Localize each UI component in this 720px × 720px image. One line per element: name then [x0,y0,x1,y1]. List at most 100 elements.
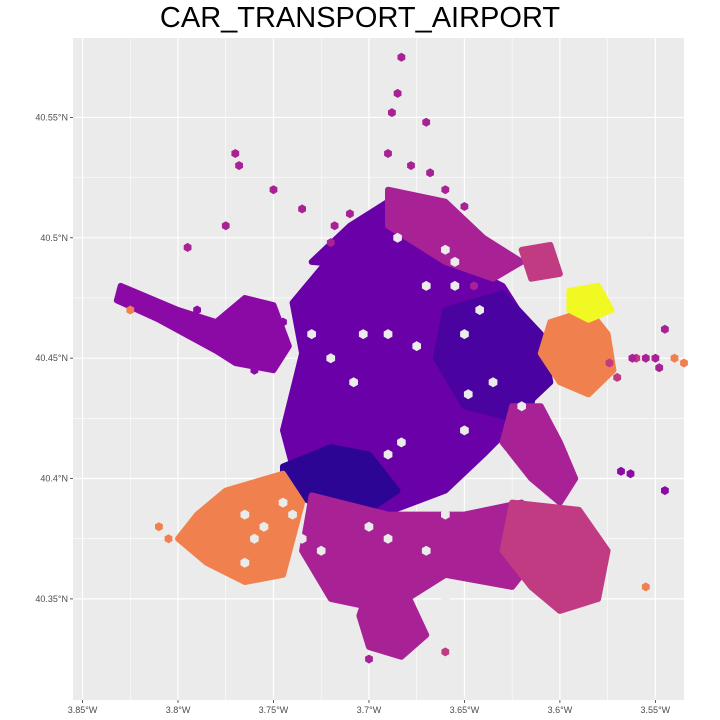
hex-cell [680,358,688,368]
hex-cell [628,353,637,363]
hex-cell [641,582,650,592]
hex-gap [358,329,368,340]
x-tick-label: 3.65°W [450,705,480,715]
hex-cell [527,245,536,255]
hex-gap [421,280,431,291]
hex-gap [479,485,488,496]
hex-gap [488,377,498,388]
hex-gap [278,497,288,508]
hex-cell [441,185,450,195]
hex-cell [235,161,243,171]
hex-cell [393,88,402,98]
hex-cell [617,466,625,476]
hex-gap [316,545,326,556]
hex-gap [498,449,507,460]
plot-title: CAR_TRANSPORT_AIRPORT [159,2,561,34]
region-southeast-block [499,499,611,614]
region-southwest-block [175,470,306,585]
hex-gap [441,244,450,255]
hex-cell [605,358,614,368]
hexbin-cells [116,52,688,664]
hex-gap [463,389,473,400]
hex-cell [661,486,669,496]
hex-gap [397,437,406,448]
hex-cell [588,570,597,580]
x-tick-label: 3.6°W [548,705,573,715]
hex-cell [422,117,431,127]
hex-cell [626,469,635,479]
hex-gap [441,593,450,604]
hex-gap [460,425,469,436]
hex-cell [116,286,125,296]
hex-gap [383,329,393,340]
hex-gap [349,377,358,388]
hex-cell [250,365,259,375]
hex-gap [307,329,316,340]
hex-cell [546,257,555,267]
hex-gap [383,533,393,544]
hex-cell [460,202,469,211]
hex-cell [655,363,664,373]
hex-gap [288,509,297,520]
hex-gap [297,533,307,544]
hex-cell [269,185,278,195]
y-tick-label: 40.45°N [35,353,68,363]
hex-cell [407,161,415,171]
hex-cell [164,534,173,544]
hex-gap [412,341,421,352]
x-tick-label: 3.7°W [357,705,382,715]
hex-gap [240,509,250,520]
hex-gap [517,401,526,412]
hex-cell [279,317,287,327]
region-south-tail [356,583,430,660]
region-east-center [432,290,554,422]
hex-cell [155,522,163,532]
region-west-block [113,282,292,374]
y-tick-label: 40.5°N [40,233,68,243]
hex-gap [326,353,336,364]
hexbin-regions [113,186,617,660]
hex-cell [397,52,406,62]
x-tick-label: 3.55°W [641,705,671,715]
hex-cell [221,221,230,231]
y-tick-label: 40.4°N [40,474,68,484]
hex-cell [330,221,339,231]
hex-gap [450,256,460,267]
hex-cell [470,281,478,291]
hex-cell [388,108,396,118]
hex-gap [364,521,374,532]
hex-cell [326,238,335,248]
hex-cell [641,353,650,363]
hex-cell [426,168,434,178]
region-north-east-ring [385,186,525,282]
hex-cell [613,372,622,382]
hex-gap [450,280,460,291]
hex-gap [441,509,450,520]
hex-cell [651,353,660,363]
axis-tick-labels: 3.85°W 3.8°W 3.75°W 3.7°W 3.65°W 3.6°W 3.55°W 4… [35,112,670,715]
x-tick-label: 3.75°W [259,705,289,715]
hex-cell [397,642,406,652]
y-tick-label: 40.35°N [35,594,68,604]
hex-cell [584,587,593,597]
hex-gap [259,521,269,532]
hex-gap [240,557,250,568]
hex-cell [365,654,373,664]
region-south-ring [299,492,544,614]
hex-cell [298,204,306,214]
hex-cell [441,647,450,657]
region-east-ring [499,403,579,506]
hex-cell [231,149,240,158]
hex-cell [193,305,201,315]
hex-gap [460,329,469,340]
y-tick-label: 40.55°N [35,112,68,122]
hex-gap [250,533,259,544]
x-tick-label: 3.85°W [68,705,98,715]
hex-cell [661,324,669,334]
hex-cell [559,450,568,459]
hex-cell [384,149,392,158]
hex-cell [670,353,679,363]
hex-gap [475,305,484,315]
x-tick-label: 3.8°W [166,705,191,715]
hex-cell [550,437,559,447]
